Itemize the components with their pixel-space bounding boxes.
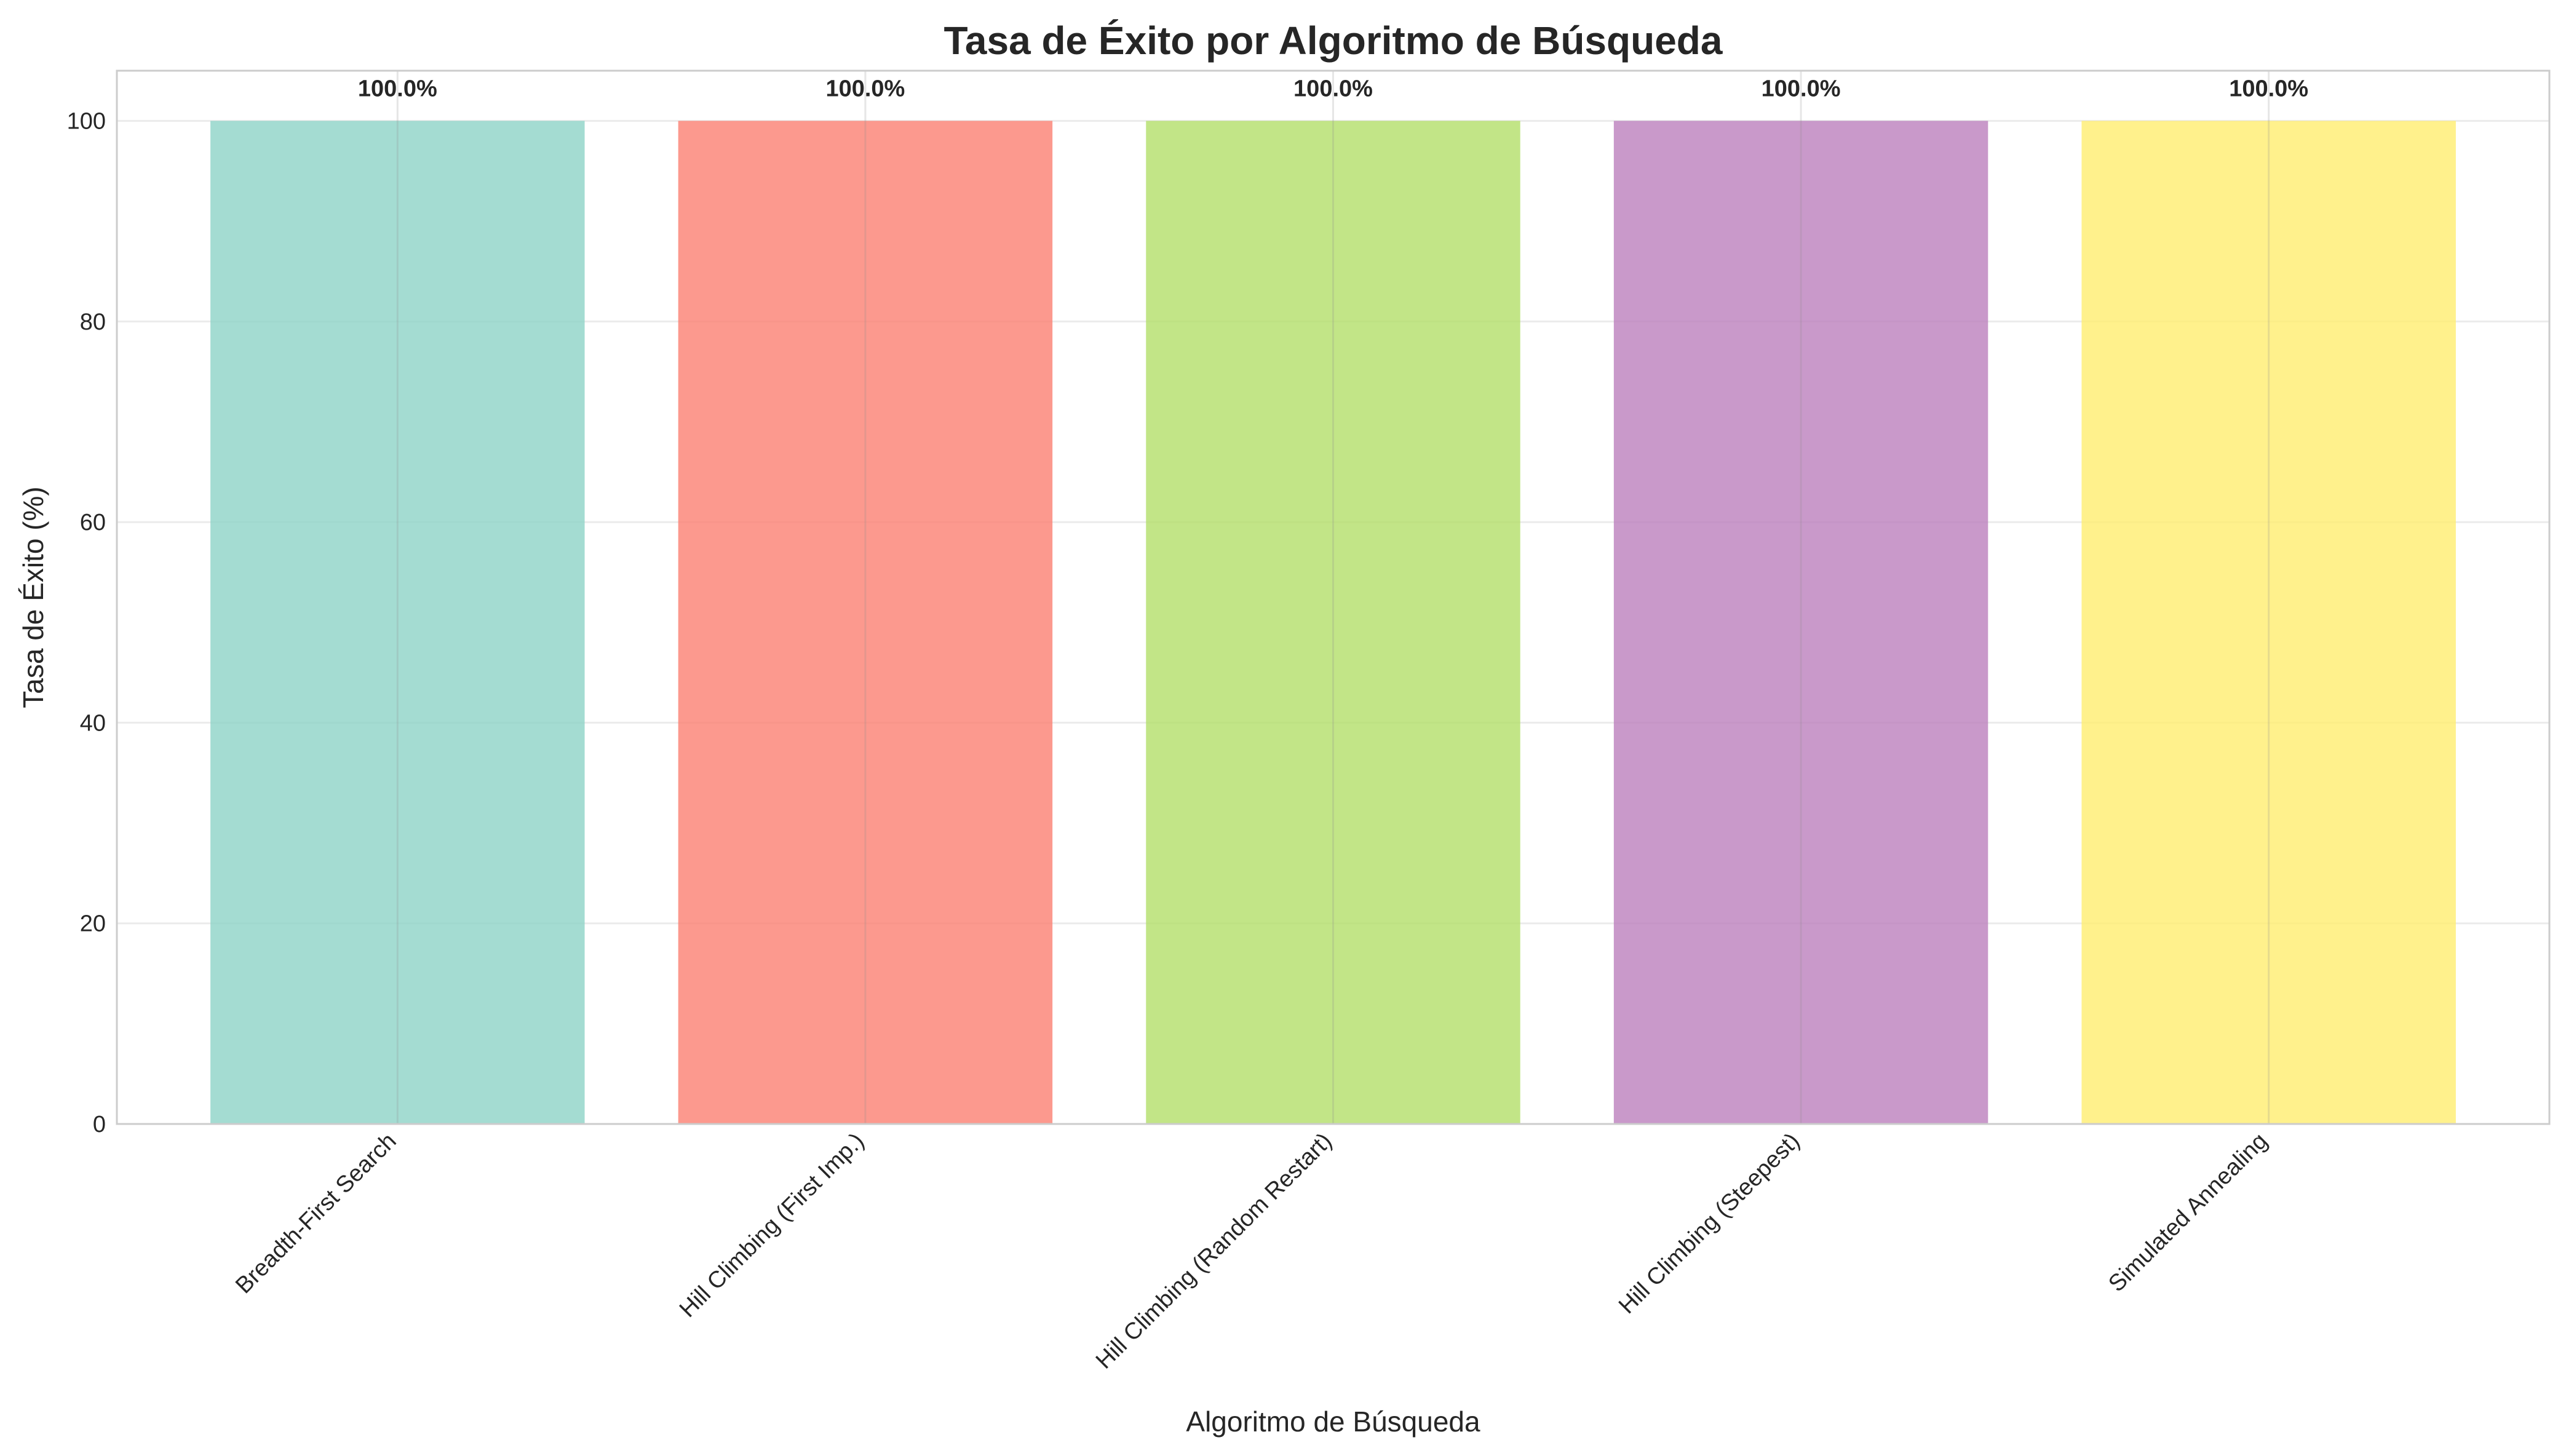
y-tick-label: 100 <box>67 109 106 135</box>
bar <box>1613 121 1988 1125</box>
x-axis-label: Algoritmo de Búsqueda <box>1186 1406 1480 1438</box>
bars <box>210 121 2456 1125</box>
data-label: 100.0% <box>825 76 905 102</box>
x-grid-lines <box>396 71 2270 1124</box>
y-tick-label: 80 <box>80 309 106 335</box>
y-tick-label: 60 <box>80 510 106 536</box>
data-label: 100.0% <box>2229 76 2308 102</box>
data-label: 100.0% <box>358 76 437 102</box>
chart-title: Tasa de Éxito por Algoritmo de Búsqueda <box>944 18 1723 63</box>
bar <box>210 121 585 1125</box>
data-labels: 100.0% 100.0% 100.0% 100.0% 100.0% <box>358 76 2308 102</box>
bar <box>1146 121 1520 1125</box>
data-label: 100.0% <box>1293 76 1373 102</box>
plot-frame <box>116 69 2551 1125</box>
y-tick-label: 20 <box>80 911 106 937</box>
y-tick-label: 0 <box>93 1112 106 1138</box>
y-axis-label: Tasa de Éxito (%) <box>17 486 49 708</box>
bar <box>2081 121 2456 1125</box>
y-axis-ticks: 0 20 40 60 80 100 <box>67 109 106 1138</box>
data-label: 100.0% <box>1762 76 1841 102</box>
bar <box>678 121 1053 1125</box>
y-tick-label: 40 <box>80 710 106 736</box>
